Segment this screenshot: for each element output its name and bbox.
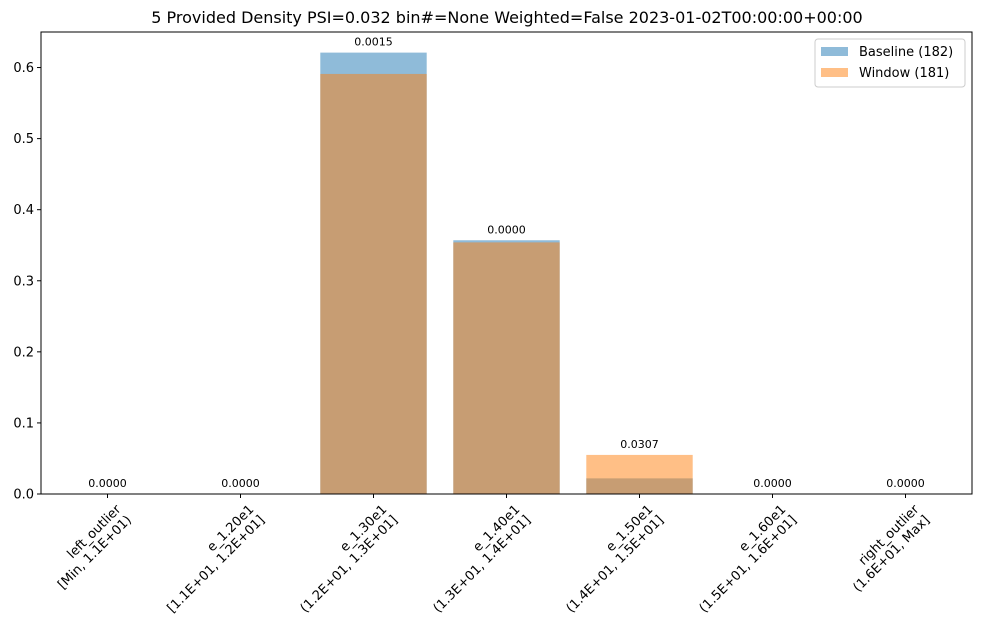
bar-window-4 bbox=[586, 454, 693, 494]
x-tick-label-2: e_1.30e1(1.2E+01, 1.3E+01] bbox=[287, 502, 401, 616]
legend: Baseline (182) Window (181) bbox=[814, 38, 966, 88]
legend-label-0: Baseline (182) bbox=[859, 45, 953, 60]
bar-label-2: 0.0015 bbox=[354, 36, 393, 49]
x-tick-label-5: e_1.60e1(1.5E+01, 1.6E+01] bbox=[686, 502, 800, 616]
x-tick-label-1: e_1.20e1[1.1E+01, 1.2E+01] bbox=[154, 502, 268, 616]
legend-swatch-1 bbox=[821, 68, 848, 77]
bar-label-4: 0.0307 bbox=[620, 438, 659, 451]
x-tick-label-0: left_outlier[Min, 1.1E+01) bbox=[45, 502, 136, 593]
legend-label-1: Window (181) bbox=[859, 66, 949, 81]
y-tick-label-2: 0.2 bbox=[13, 345, 34, 360]
y-tick-label-5: 0.5 bbox=[13, 132, 34, 147]
bar-window-2 bbox=[320, 73, 427, 494]
x-tick-label-4: e_1.50e1(1.4E+01, 1.5E+01] bbox=[553, 502, 667, 616]
legend-swatch-0 bbox=[821, 47, 848, 56]
x-tick-label-line: (1.2E+01, 1.3E+01] bbox=[298, 513, 401, 616]
bar-label-6: 0.0000 bbox=[886, 477, 925, 490]
y-tick-label-6: 0.6 bbox=[13, 61, 34, 76]
bar-label-0: 0.0000 bbox=[88, 477, 127, 490]
chart-title: 5 Provided Density PSI=0.032 bin#=None W… bbox=[151, 8, 862, 27]
bar-label-1: 0.0000 bbox=[221, 477, 260, 490]
y-tick-label-0: 0.0 bbox=[13, 488, 34, 503]
bar-label-5: 0.0000 bbox=[753, 477, 792, 490]
y-tick-label-4: 0.4 bbox=[13, 203, 34, 218]
x-tick-label-line: (1.4E+01, 1.5E+01] bbox=[564, 513, 667, 616]
x-tick-label-line: (1.5E+01, 1.6E+01] bbox=[697, 513, 800, 616]
x-tick-label-3: e_1.40e1(1.3E+01, 1.4E+01] bbox=[420, 502, 534, 616]
bar-label-3: 0.0000 bbox=[487, 223, 526, 236]
bar-window-3 bbox=[453, 242, 560, 494]
legend-frame bbox=[814, 38, 966, 88]
y-tick-label-1: 0.1 bbox=[13, 416, 34, 431]
x-tick-label-line: [1.1E+01, 1.2E+01] bbox=[165, 513, 268, 616]
x-tick-label-line: (1.3E+01, 1.4E+01] bbox=[431, 513, 534, 616]
y-tick-label-3: 0.3 bbox=[13, 274, 34, 289]
x-tick-label-6: right_outlier(1.6E+01, Max] bbox=[840, 502, 934, 596]
